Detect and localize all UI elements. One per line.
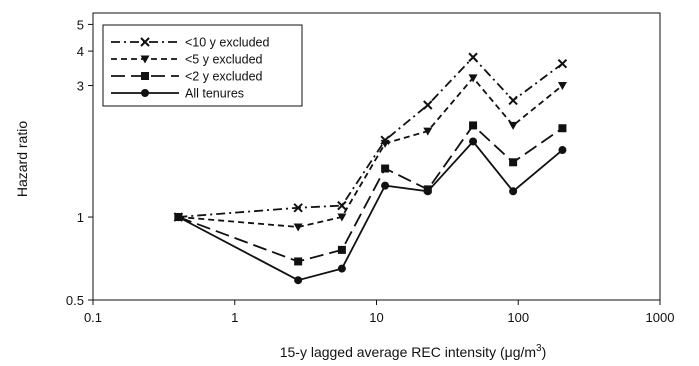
data-point-square-marker	[381, 164, 390, 173]
data-point-triangle-marker	[508, 121, 518, 130]
legend-entry: <10 y excluded	[111, 36, 269, 50]
legend-entry: All tenures	[111, 87, 244, 101]
data-point-triangle-marker	[468, 74, 478, 83]
y-tick-label: 0.5	[66, 293, 84, 308]
x-tick-label: 1000	[646, 310, 675, 325]
y-tick-label: 1	[77, 210, 84, 225]
data-point-square-marker	[558, 124, 567, 133]
y-axis-title: Hazard ratio	[14, 121, 30, 197]
data-point-circle-marker	[509, 187, 518, 196]
series-3	[174, 121, 567, 266]
data-point-triangle-marker	[557, 82, 567, 91]
x-tick-label: 0.1	[84, 310, 102, 325]
data-point-square-marker	[337, 245, 346, 254]
legend-label: <2 y excluded	[185, 70, 263, 84]
legend-label: <10 y excluded	[185, 36, 269, 50]
data-point-x-marker	[508, 95, 518, 106]
x-axis-title-unit: μg/m	[505, 344, 536, 360]
x-tick-label: 100	[507, 310, 529, 325]
y-tick-label: 3	[77, 79, 84, 94]
data-point-circle-marker	[381, 181, 390, 190]
data-point-x-marker	[293, 203, 303, 213]
series-line	[177, 140, 563, 282]
data-point-circle-marker	[141, 89, 149, 97]
data-point-square-marker	[469, 121, 478, 130]
data-point-triangle-marker	[140, 55, 150, 64]
data-point-circle-marker	[469, 137, 478, 146]
data-point-x-marker	[423, 100, 433, 110]
x-axis-title-main: 15-y lagged average REC intensity (	[280, 344, 505, 360]
data-point-circle-marker	[337, 264, 346, 273]
data-point-circle-marker	[174, 213, 183, 222]
x-axis-title-close: )	[542, 344, 547, 360]
y-tick-label: 4	[77, 44, 84, 59]
data-point-circle-marker	[294, 276, 303, 285]
legend-entry: <5 y excluded	[111, 53, 263, 67]
data-point-triangle-marker	[380, 139, 390, 148]
y-tick-label: 5	[77, 17, 84, 32]
legend-label: <5 y excluded	[185, 53, 263, 67]
series-line	[178, 76, 563, 228]
x-tick-label: 1	[231, 310, 238, 325]
data-point-triangle-marker	[293, 223, 303, 232]
data-point-square-marker	[509, 158, 518, 167]
data-point-triangle-marker	[423, 127, 433, 136]
data-point-circle-marker	[558, 146, 567, 155]
series-4	[174, 137, 567, 285]
legend-label: All tenures	[185, 87, 244, 101]
x-axis-title: 15-y lagged average REC intensity (μg/m3…	[280, 343, 547, 360]
x-tick-label: 10	[369, 310, 383, 325]
data-point-triangle-marker	[337, 213, 347, 222]
data-point-x-marker	[337, 200, 347, 211]
data-point-x-marker	[557, 59, 568, 69]
data-point-x-marker	[468, 52, 478, 62]
x-axis-title-unit-sup: 3	[536, 343, 542, 354]
series-line	[178, 55, 563, 218]
legend-entry: <2 y excluded	[111, 70, 263, 84]
data-point-x-marker	[140, 37, 150, 47]
data-point-square-marker	[294, 257, 303, 266]
data-point-circle-marker	[423, 187, 432, 196]
data-point-square-marker	[141, 72, 149, 80]
series-line	[177, 124, 563, 263]
